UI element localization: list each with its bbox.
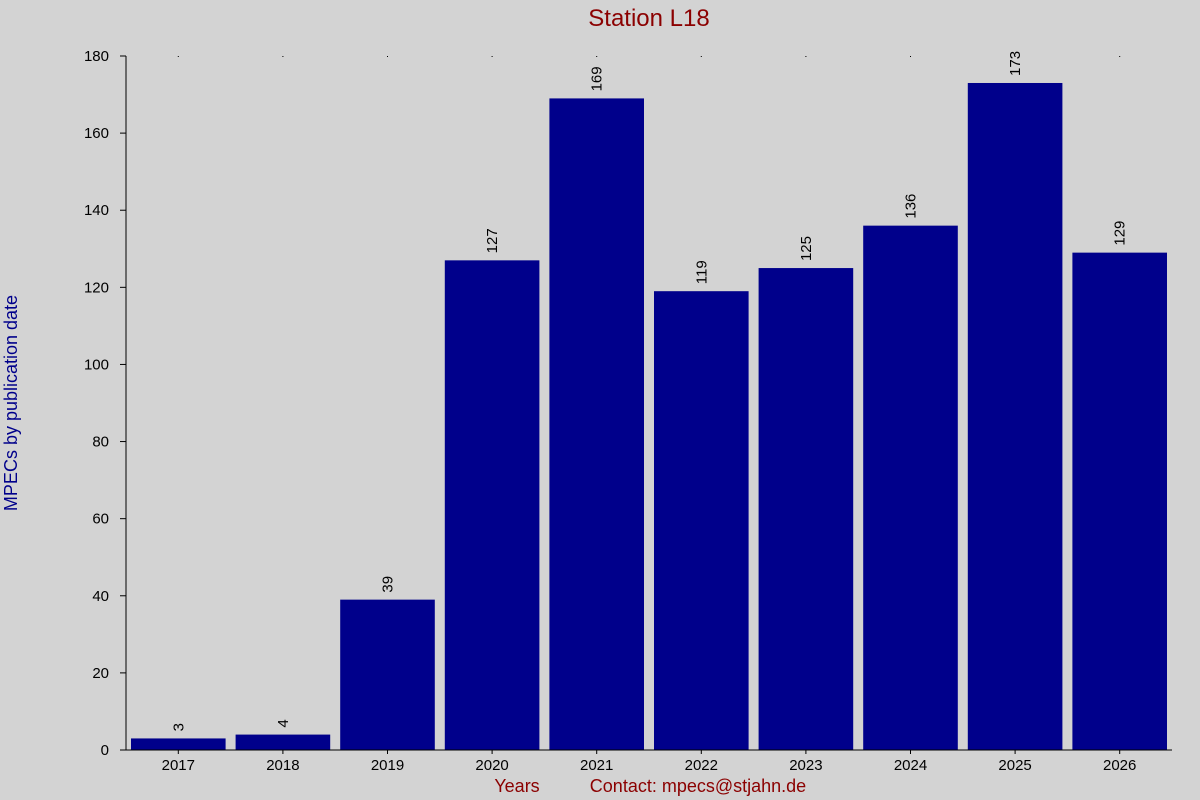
x-tick-label-2018: 2018 (266, 757, 299, 774)
contact-label: Contact: mpecs@stjahn.de (590, 776, 806, 796)
x-tick-label-2025: 2025 (998, 757, 1031, 774)
value-labels: 3 4 39 127 169 119 125 136 173 129 (170, 51, 1128, 731)
x-tick-label-2026: 2026 (1103, 757, 1136, 774)
bar-2024 (863, 225, 958, 751)
bar-2020 (444, 260, 540, 750)
bar-2025 (967, 82, 1063, 750)
x-tick-label-2023: 2023 (789, 757, 822, 774)
axes (125, 56, 1172, 751)
y-tick-label-60: 60 (92, 511, 109, 528)
y-tick-label-160: 160 (84, 125, 109, 142)
y-tick-label-140: 140 (84, 202, 109, 219)
y-tick-label-120: 120 (84, 279, 109, 296)
x-tick-label-2017: 2017 (162, 757, 195, 774)
value-label-2018: 4 (275, 719, 292, 727)
value-label-2024: 136 (903, 194, 920, 219)
x-tick-label-2020: 2020 (475, 757, 508, 774)
bar-2019 (340, 599, 435, 750)
value-label-2023: 125 (798, 236, 815, 261)
value-label-2020: 127 (484, 228, 501, 253)
x-axis-ticks: 2017 2018 2019 2020 2021 2022 2023 2024 2025 2026 (162, 56, 1136, 774)
y-tick-label-20: 20 (92, 665, 109, 682)
x-tick-label-2019: 2019 (371, 757, 404, 774)
y-tick-label-180: 180 (84, 48, 109, 65)
y-axis-label: MPECs by publication date (1, 295, 21, 511)
value-label-2026: 129 (1112, 221, 1129, 246)
y-tick-label-0: 0 (101, 742, 109, 759)
x-axis-label: Years (494, 776, 539, 796)
bar-2021 (549, 98, 644, 750)
y-axis-ticks: 0 20 40 60 80 100 120 140 160 180 (84, 48, 126, 759)
x-tick-label-2021: 2021 (580, 757, 613, 774)
x-tick-label-2024: 2024 (894, 757, 927, 774)
value-label-2017: 3 (170, 723, 187, 731)
value-label-2025: 173 (1007, 51, 1024, 76)
bar-2018 (235, 734, 331, 750)
value-label-2019: 39 (380, 576, 397, 593)
value-label-2021: 169 (589, 66, 606, 91)
bars (131, 82, 1167, 751)
y-tick-label-80: 80 (92, 434, 109, 451)
bar-2023 (758, 268, 854, 750)
value-label-2022: 119 (693, 260, 710, 284)
y-tick-label-40: 40 (92, 588, 109, 605)
x-tick-label-2022: 2022 (685, 757, 718, 774)
bar-2022 (654, 291, 749, 750)
bar-2017 (131, 738, 226, 750)
chart-title: Station L18 (588, 5, 709, 32)
bar-2026 (1072, 252, 1167, 750)
y-tick-label-100: 100 (84, 356, 109, 373)
